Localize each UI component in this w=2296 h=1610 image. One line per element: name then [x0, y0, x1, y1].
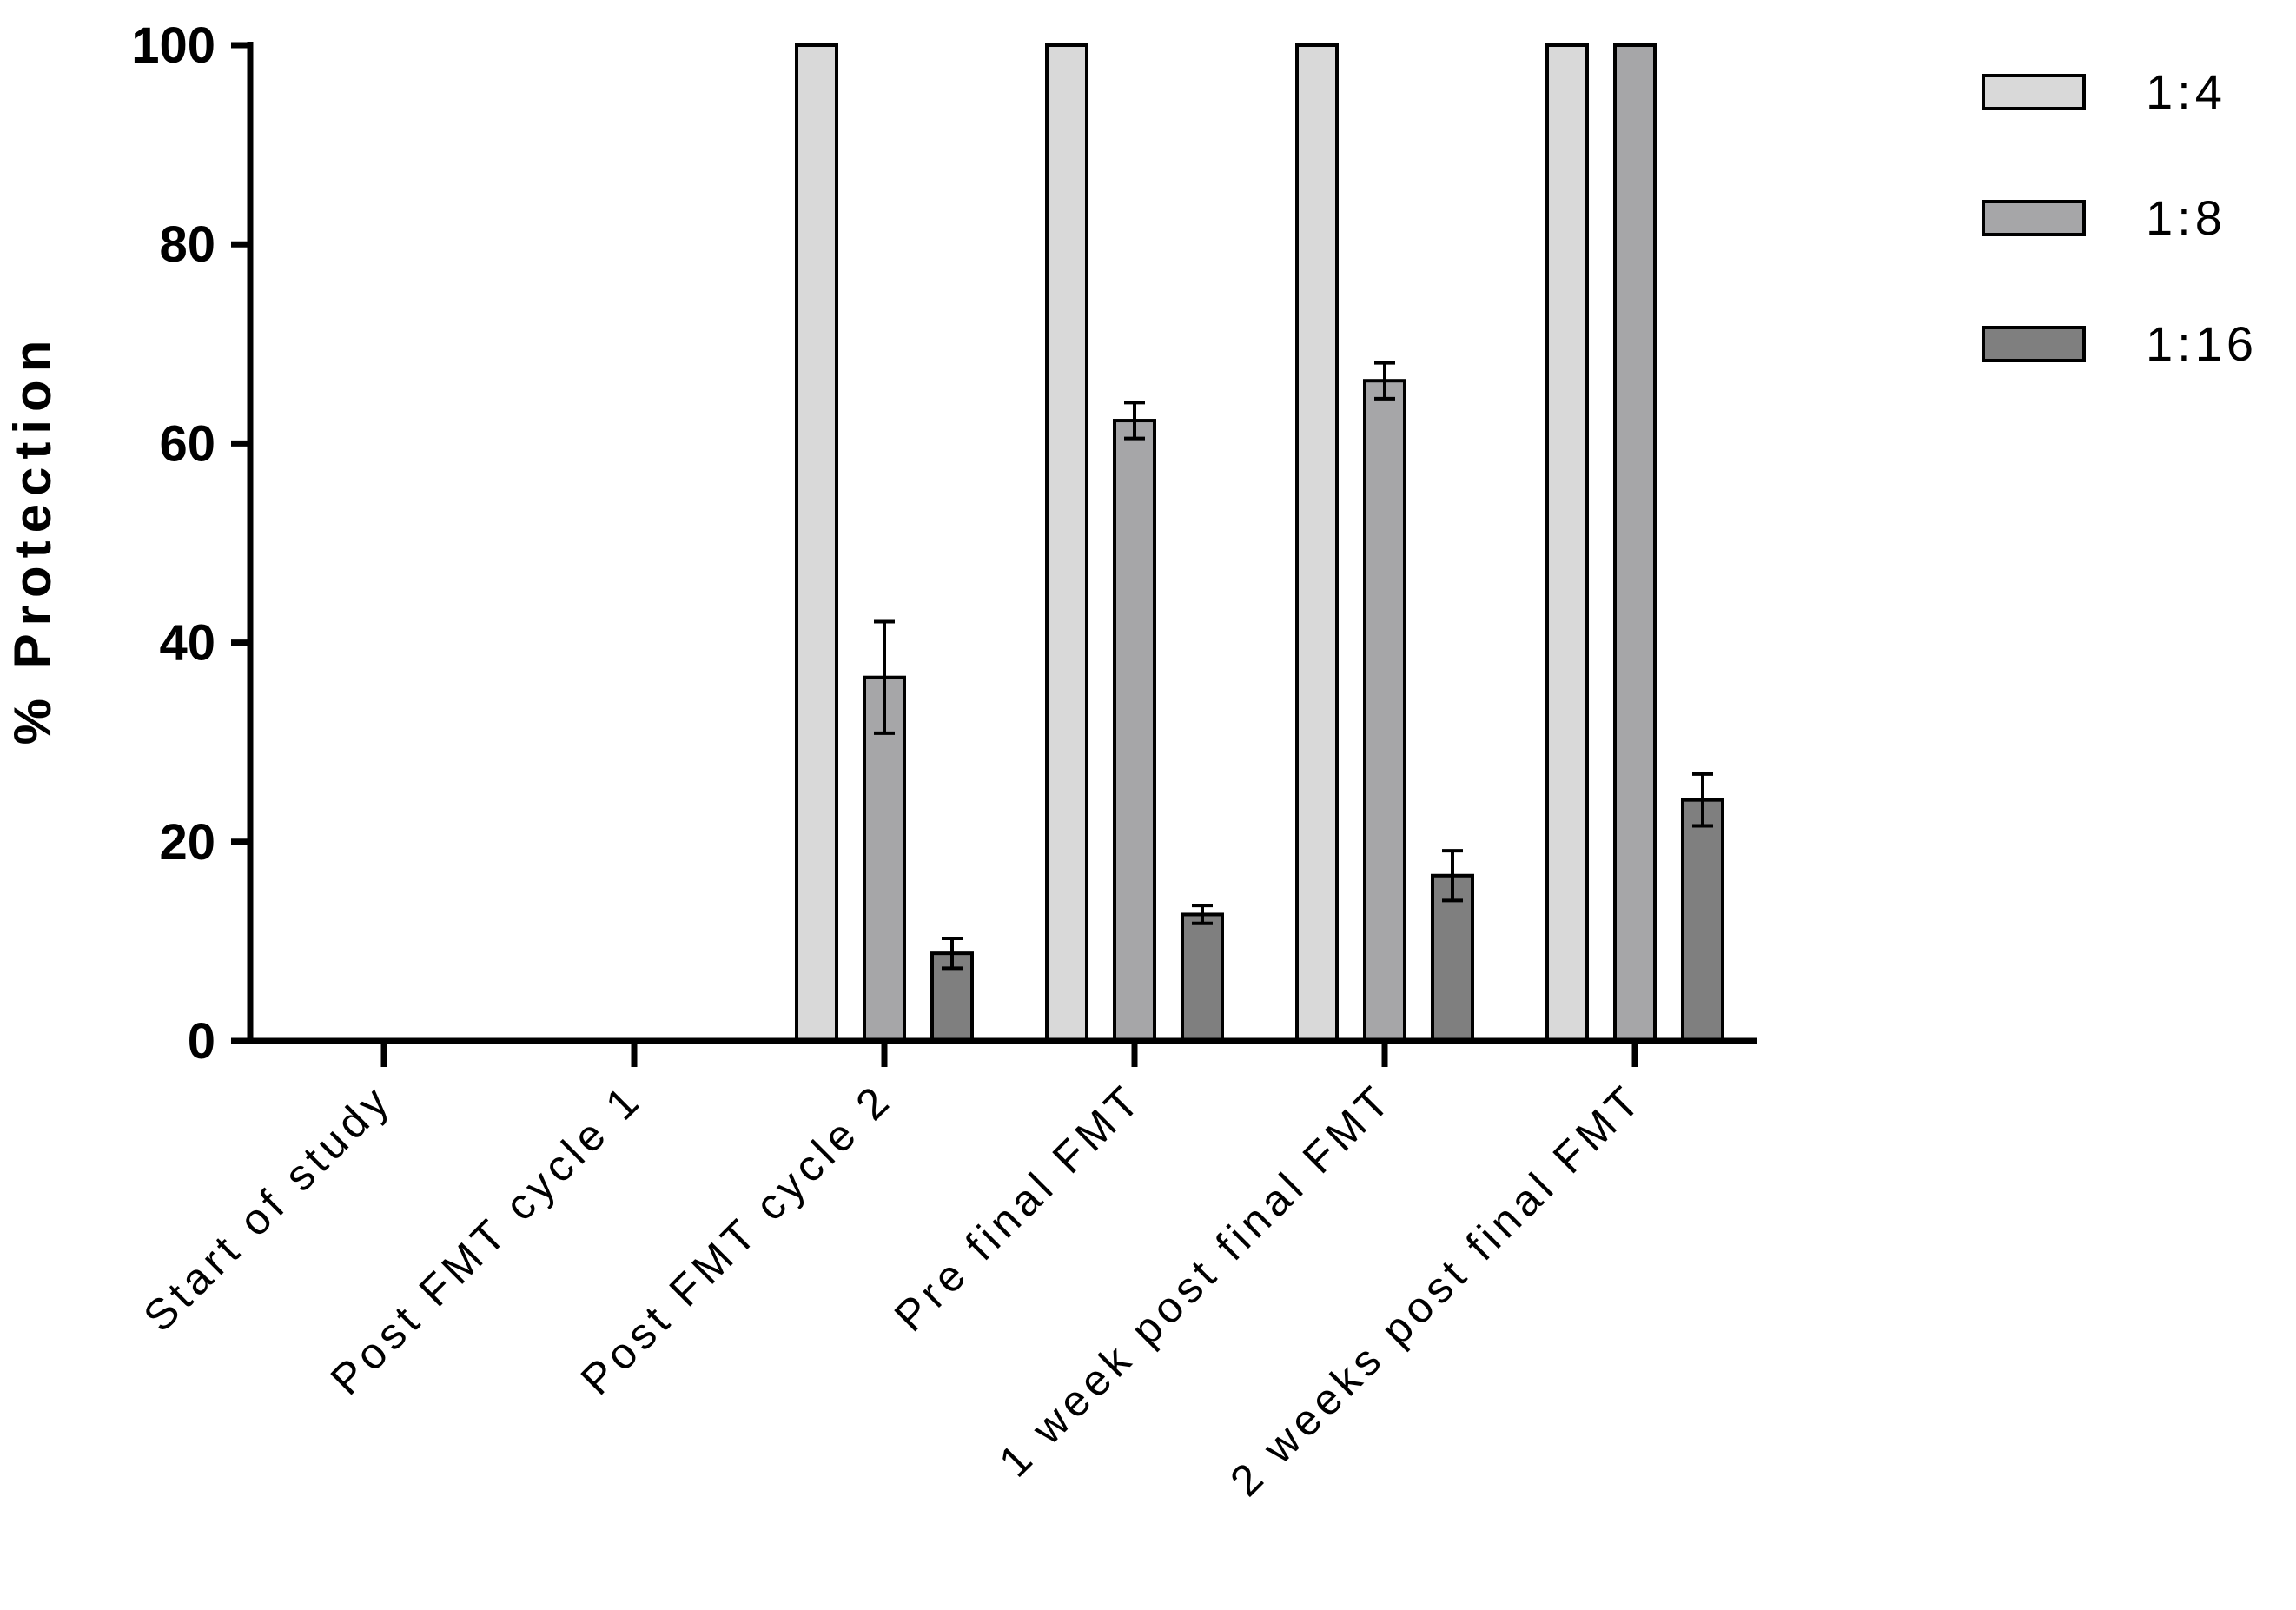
x-tick-label: Start of study [134, 1074, 400, 1341]
x-tick-label: Pre final FMT [885, 1074, 1152, 1341]
x-tick-label: 2 weeks post final FMT [1221, 1074, 1651, 1505]
legend-label: 1:4 [2146, 64, 2227, 119]
bar [1295, 43, 1339, 1043]
legend-swatch [1982, 74, 2086, 110]
bar [1545, 43, 1589, 1043]
bar [1681, 798, 1724, 1044]
bar [1181, 912, 1224, 1044]
legend-swatch [1982, 200, 2086, 236]
legend-swatch [1982, 326, 2086, 362]
bar [1431, 873, 1474, 1043]
bars-layer [795, 43, 1724, 1044]
legend: 1:4 1:8 1:16 [1982, 64, 2258, 371]
axes-layer [231, 42, 1757, 1067]
y-tick-label: 20 [159, 814, 215, 871]
y-tick-label: 60 [159, 415, 215, 472]
bar [795, 43, 838, 1043]
bar [1613, 43, 1657, 1043]
x-tick-label: 1 week post final FMT [989, 1074, 1402, 1487]
y-tick-label: 0 [188, 1013, 215, 1070]
legend-label: 1:16 [2146, 316, 2258, 371]
y-tick-label: 80 [159, 216, 215, 273]
y-tick-label: 100 [131, 17, 215, 74]
y-axis-title: % Protection [3, 333, 62, 745]
bar [1113, 419, 1156, 1043]
legend-label: 1:8 [2146, 190, 2227, 245]
y-tick-label: 40 [159, 615, 215, 672]
bar [1363, 379, 1406, 1043]
bar [1045, 43, 1088, 1043]
